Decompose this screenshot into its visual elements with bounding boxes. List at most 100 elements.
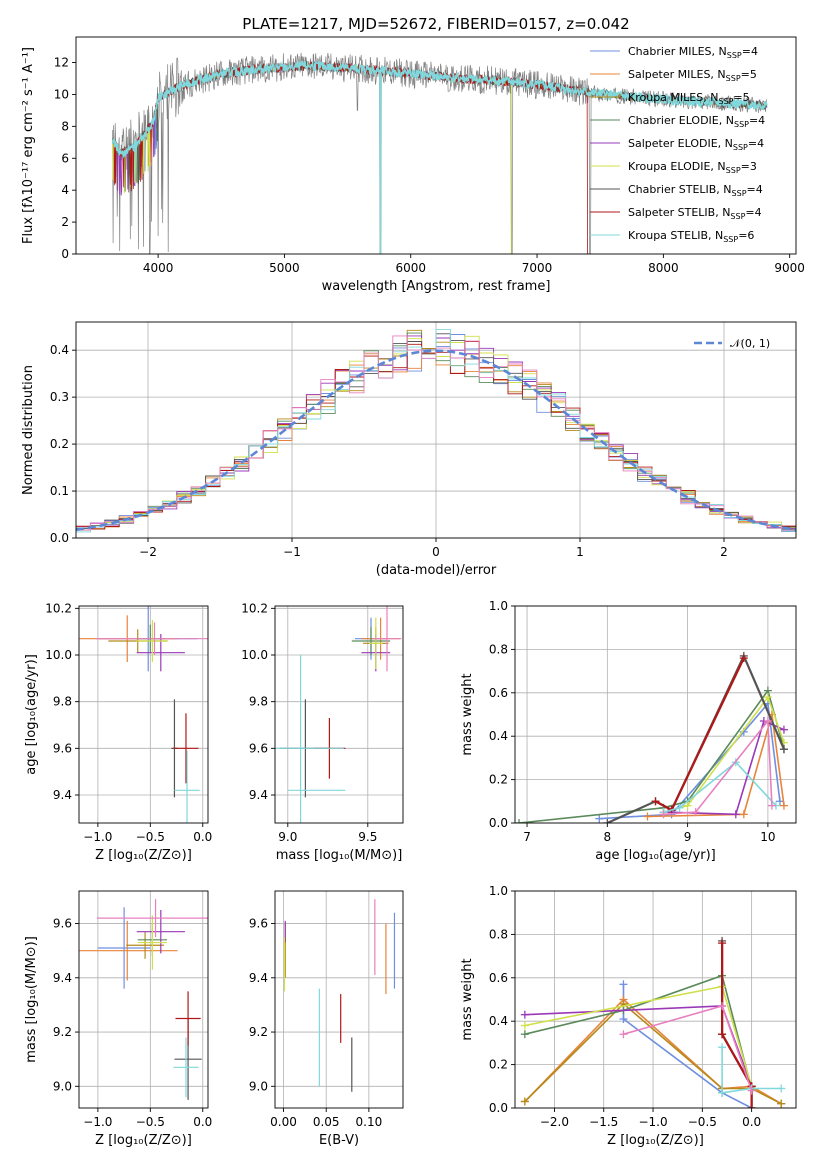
- x-tick-label: 10: [760, 830, 775, 844]
- legend-sub: SSP: [732, 189, 747, 198]
- grid-age_vs_mass: [275, 606, 403, 823]
- plot-area-mass_vs_Z: [79, 899, 208, 1100]
- errorbar-point: [137, 915, 168, 970]
- legend-suffix: =5: [733, 91, 749, 104]
- legend-text: Kroupa STELIB, N: [628, 229, 723, 242]
- y-tick-label: 0.2: [50, 437, 69, 451]
- x-tick-label: 9.0: [278, 830, 297, 844]
- y-tick-label: 0.1: [50, 484, 69, 498]
- x-tick-label: −1.5: [589, 1115, 618, 1129]
- legend-entry: Kroupa ELODIE, NSSP=3: [628, 160, 757, 175]
- plot-area-mass_weight_vs_age: [515, 651, 788, 823]
- series-marker: [763, 717, 772, 726]
- axes-frame: [75, 36, 797, 255]
- x-tick-label: −2.0: [540, 1115, 569, 1129]
- series-marker: [763, 693, 772, 702]
- errorbar-point: [95, 622, 208, 655]
- legend-entry: 𝒩(0, 1): [730, 337, 770, 350]
- series-marker: [603, 819, 612, 823]
- series-marker: [747, 1086, 756, 1095]
- errorbar-point: [372, 606, 402, 672]
- series-marker: [515, 819, 524, 823]
- series-marker: [619, 1015, 628, 1024]
- y-tick-label: 10.2: [45, 601, 72, 615]
- y-tick-label: 9.0: [53, 1079, 72, 1093]
- y-axis-label: Flux [fλ10⁻¹⁷ erg cm⁻² s⁻¹ A⁻¹]: [21, 47, 36, 244]
- panel-mass_weight_vs_age: 7 8 9 10 0.0 0.2 0.4 0.6 0.8 1.0 age [log₁₀(age/yr…: [460, 599, 797, 863]
- legend-entry: Chabrier ELODIE, NSSP=4: [628, 114, 765, 129]
- panel-age_vs_Z: −1.0 −0.5 0.0 9.4 9.6 9.8 10.0 10.2 Z [log₁₀(Z/Z…: [24, 601, 212, 863]
- plot-area-mass_vs_EBV: [283, 899, 396, 1092]
- panel-mass_vs_Z: −1.0 −0.5 0.0 9.0 9.2 9.4 9.6 Z [log₁₀(Z/Z⊙)] ma…: [24, 890, 212, 1148]
- series-marker: [718, 1088, 727, 1097]
- y-tick-label: 9.2: [249, 1025, 268, 1039]
- y-tick-label: 0.0: [489, 1101, 508, 1115]
- errorbar-point: [369, 617, 383, 669]
- legend-text: Chabrier STELIB, N: [628, 183, 732, 196]
- y-tick-label: 10.0: [241, 648, 268, 662]
- series-line-pink: [663, 718, 773, 816]
- x-tick-label: 7: [523, 830, 531, 844]
- y-tick-label: 0.2: [489, 1058, 508, 1072]
- histogram-legend: 𝒩(0, 1): [694, 337, 770, 350]
- legend-text: Chabrier MILES, N: [628, 45, 727, 58]
- legend-entry: Chabrier STELIB, NSSP=4: [628, 183, 763, 198]
- series-marker: [767, 801, 776, 810]
- legend-text: Kroupa MILES, N: [628, 91, 718, 104]
- y-tick-label: 9.4: [249, 971, 268, 985]
- y-tick-label: 9.6: [249, 917, 268, 931]
- y-tick-label: 9.6: [249, 741, 268, 755]
- axes-frame: [78, 605, 209, 824]
- series-marker: [779, 745, 788, 754]
- x-tick-label: −1.0: [638, 1115, 667, 1129]
- plot-area-residual_histogram: [76, 329, 796, 533]
- y-tick-label: 0.8: [489, 927, 508, 941]
- y-tick-label: 0.6: [489, 971, 508, 985]
- errorbar-point: [136, 620, 169, 662]
- errorbar-point: [126, 931, 164, 959]
- errorbar-point: [275, 655, 344, 823]
- x-tick-label: 0.00: [270, 1115, 297, 1129]
- series-marker: [651, 797, 660, 806]
- series-marker: [775, 797, 784, 806]
- y-tick-label: 9.4: [53, 971, 72, 985]
- y-tick-label: 1.0: [489, 599, 508, 613]
- series-line-kroupa-stelib: [663, 761, 777, 813]
- series-marker: [739, 810, 748, 819]
- legend-suffix: =3: [741, 160, 757, 173]
- legend-sub: SSP: [723, 235, 738, 244]
- legend-sub: SSP: [727, 51, 742, 60]
- legend-suffix: =4: [742, 45, 758, 58]
- x-tick-label: −1: [283, 545, 301, 559]
- series-marker: [675, 803, 684, 812]
- y-tick-label: 4: [61, 183, 69, 197]
- legend-entry: Kroupa STELIB, NSSP=6: [628, 229, 754, 244]
- axes-frame: [274, 890, 404, 1109]
- grid-mass_vs_Z: [79, 891, 208, 1108]
- grid-mass_vs_EBV: [275, 891, 403, 1108]
- x-tick-label: 5000: [269, 261, 300, 275]
- plot-area-age_vs_Z: [79, 606, 208, 823]
- series-marker: [739, 654, 748, 663]
- model-spectrum-kroupa-stelib: [111, 59, 768, 254]
- errorbar-point: [174, 750, 200, 823]
- series-marker: [777, 1099, 786, 1108]
- x-tick-label: 0.05: [313, 1115, 340, 1129]
- series-marker: [619, 1030, 628, 1039]
- legend-text: Kroupa ELODIE, N: [628, 160, 726, 173]
- x-tick-label: 6000: [395, 261, 426, 275]
- x-tick-label: −0.5: [688, 1115, 717, 1129]
- legend-sub: SSP: [726, 166, 741, 175]
- series-marker: [520, 1021, 529, 1030]
- y-tick-label: 9.4: [53, 788, 72, 802]
- y-axis-label: mass [log₁₀(M/M⊙)]: [24, 936, 39, 1063]
- series-marker: [619, 980, 628, 989]
- x-tick-label: −1.0: [83, 830, 112, 844]
- series-marker: [683, 801, 692, 810]
- legend-sub: SSP: [734, 120, 749, 129]
- series-marker: [718, 1002, 727, 1011]
- y-tick-label: 8: [61, 119, 69, 133]
- panel-mass_weight_vs_Z: −2.0 −1.5 −1.0 −0.5 0.0 0.0 0.2 0.4 0.6 0.8 1.0 Z […: [460, 884, 797, 1148]
